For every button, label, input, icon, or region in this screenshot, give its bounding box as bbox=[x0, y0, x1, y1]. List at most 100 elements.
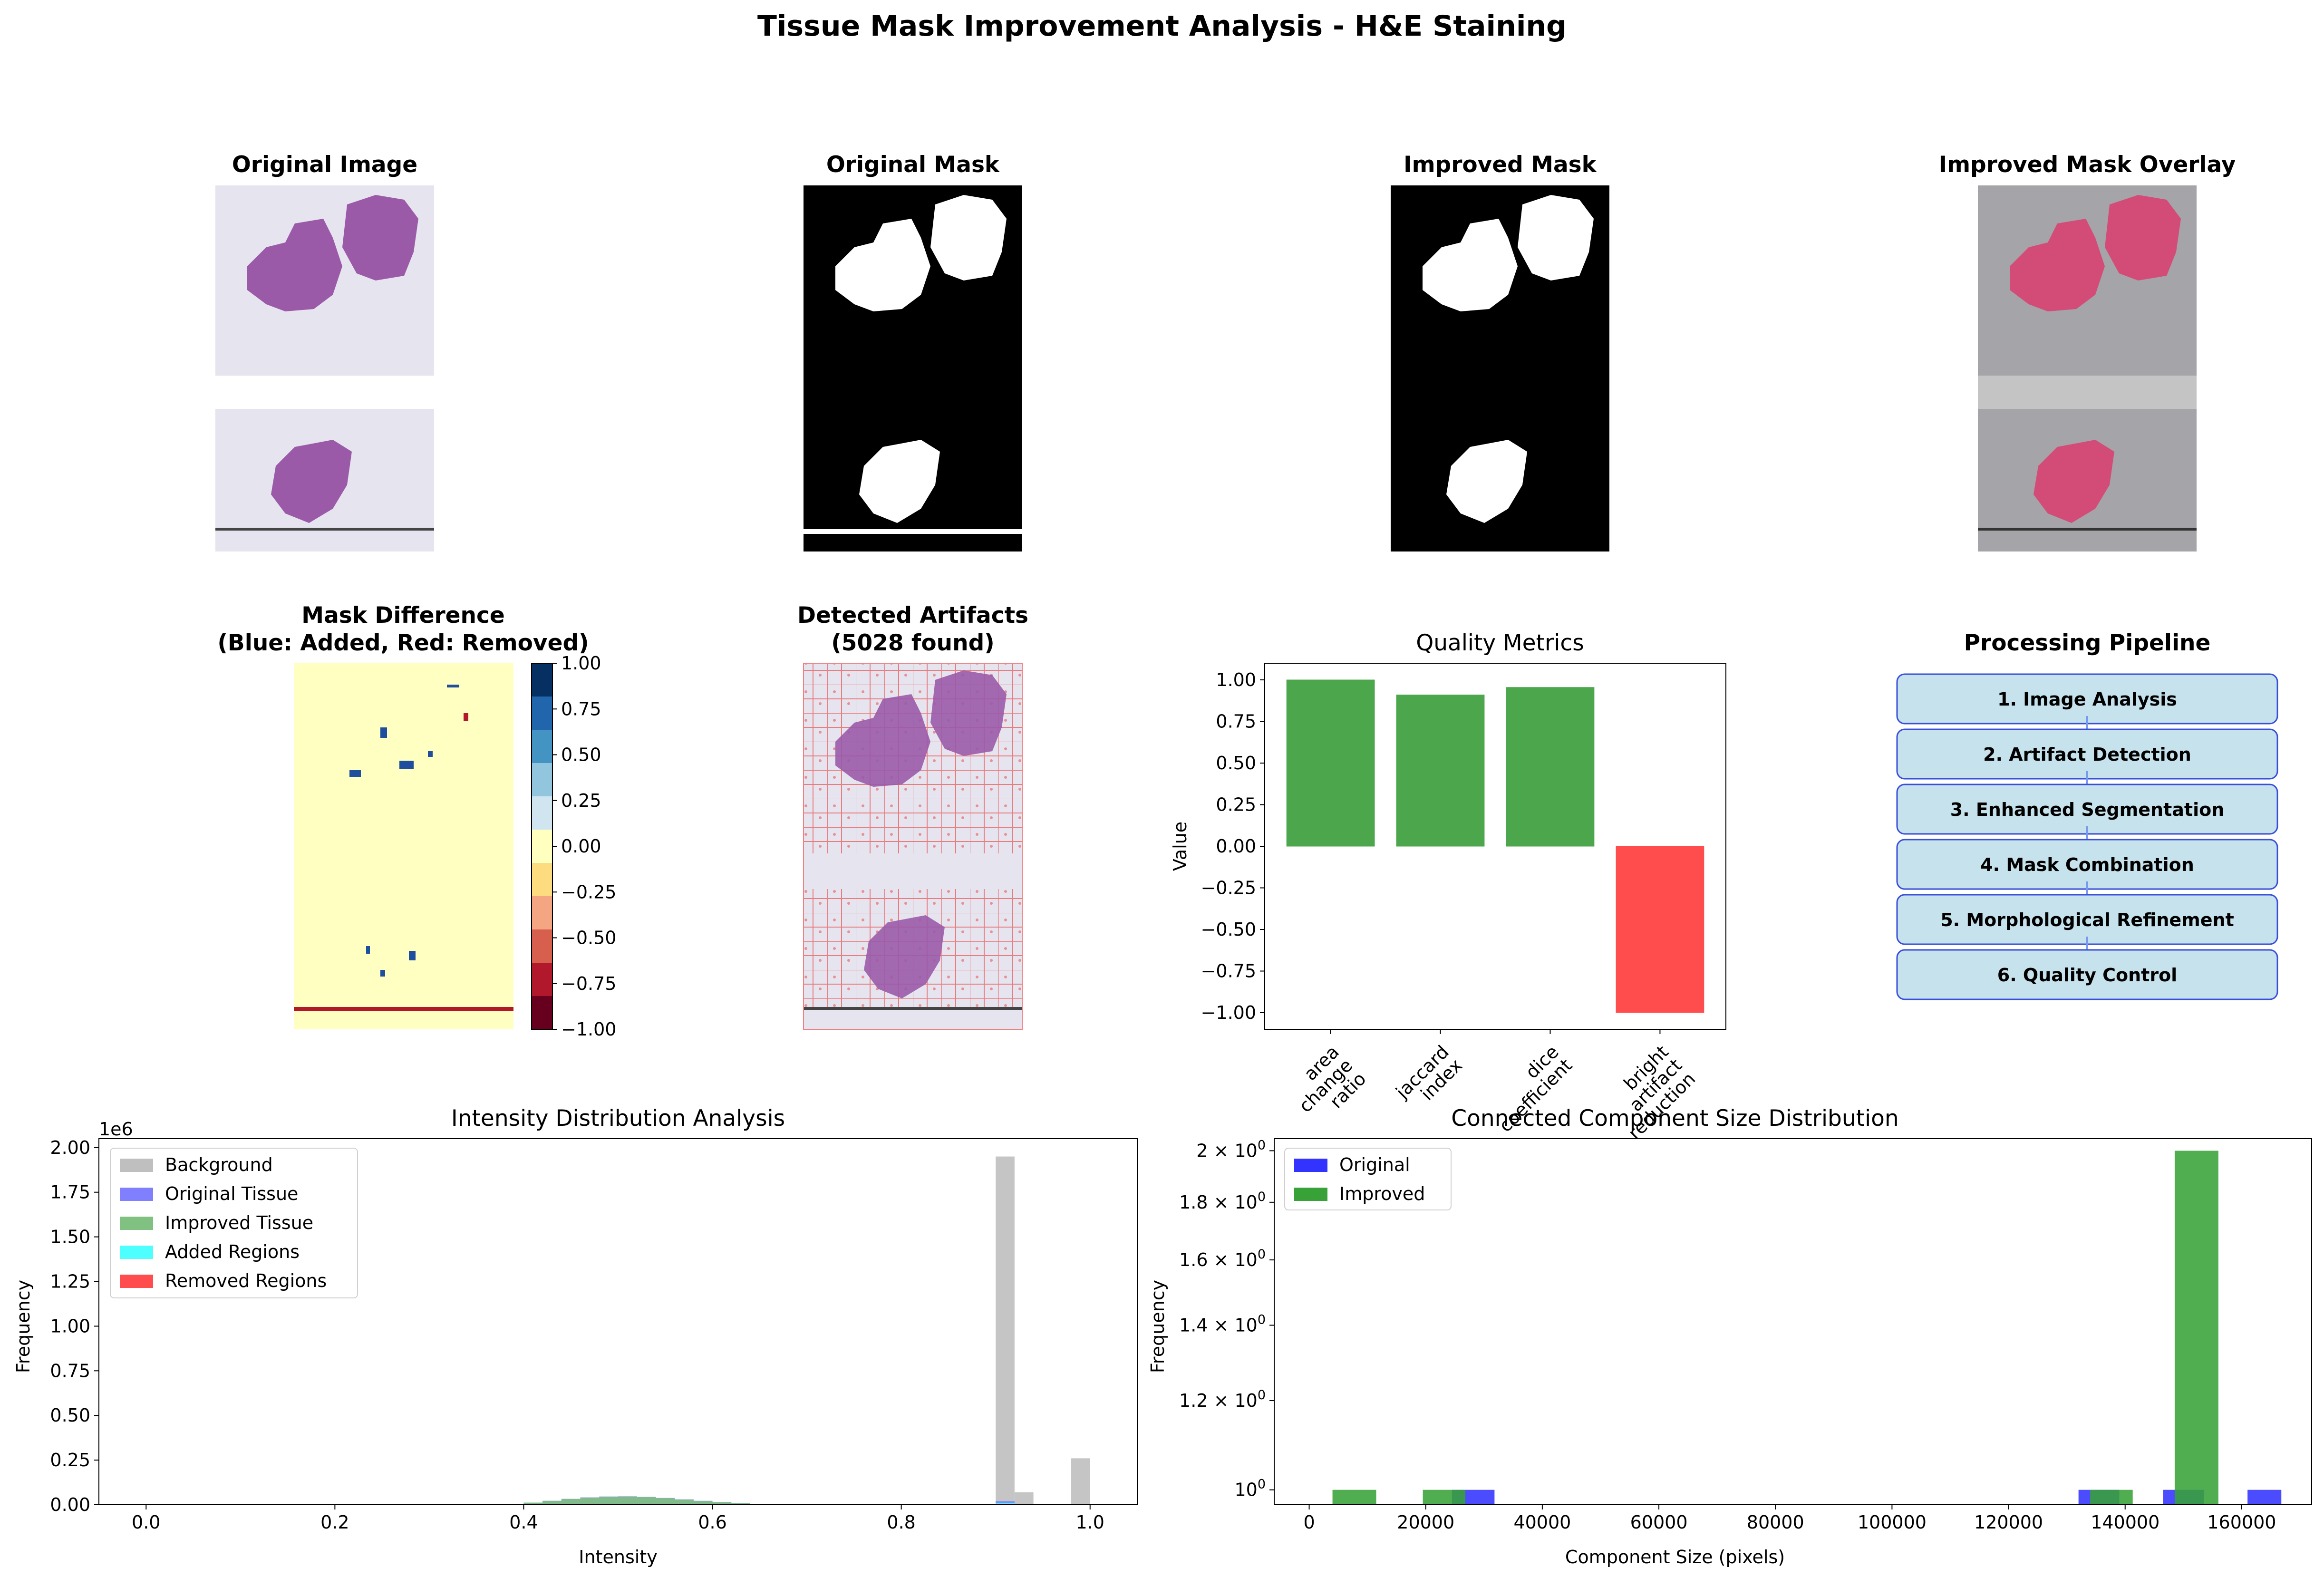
intensity-y-tick-label: 0.00 bbox=[50, 1494, 90, 1515]
intensity-y-tick-label: 1.75 bbox=[50, 1182, 90, 1203]
mask-bottom bbox=[859, 440, 940, 523]
overlay-panel: Improved Mask Overlay bbox=[1939, 152, 2236, 551]
pipeline-title: Processing Pipeline bbox=[1964, 630, 2211, 656]
histogram-bar bbox=[580, 1497, 600, 1505]
original-image-title: Original Image bbox=[232, 152, 417, 178]
component-y-tick-base: 2 × 10 bbox=[1196, 1140, 1258, 1161]
colorbar-tick-label: −0.25 bbox=[561, 881, 616, 902]
qm-x-tick-label: areachangeratio bbox=[1281, 1041, 1370, 1130]
quality-metrics-ylabel: Value bbox=[1170, 822, 1191, 871]
qm-bar bbox=[1616, 846, 1704, 1013]
component-bar bbox=[1423, 1490, 1466, 1505]
overlay-tissue-bottom bbox=[2034, 440, 2114, 523]
qm-bar bbox=[1506, 687, 1595, 847]
pipeline-step-label: 3. Enhanced Segmentation bbox=[1950, 799, 2225, 820]
mask-right bbox=[930, 195, 1007, 281]
artifact-tissue-left bbox=[835, 694, 930, 787]
qm-y-tick-label: 0.75 bbox=[1216, 711, 1256, 732]
component-y-tick-exponent: 0 bbox=[1258, 1190, 1266, 1204]
artifact-frame bbox=[803, 663, 1023, 1030]
component-bar bbox=[2174, 1151, 2218, 1505]
qm-y-tick-label: 0.00 bbox=[1216, 836, 1256, 857]
artifacts-panel: Detected Artifacts (5028 found) bbox=[797, 602, 1028, 1030]
histogram-bar bbox=[618, 1496, 637, 1505]
intensity-xlabel: Intensity bbox=[579, 1547, 657, 1567]
legend-label: Added Regions bbox=[165, 1241, 300, 1262]
intensity-y-tick-label: 1.00 bbox=[50, 1316, 90, 1336]
slide-gap bbox=[215, 376, 434, 409]
legend-label: Background bbox=[165, 1154, 273, 1175]
component-y-tick-label: 100 bbox=[1234, 1477, 1266, 1500]
component-y-tick-label: 1.4 × 100 bbox=[1179, 1312, 1266, 1335]
intensity-offset-label: 1e6 bbox=[99, 1119, 133, 1140]
mask-difference-panel: Mask Difference (Blue: Added, Red: Remov… bbox=[217, 602, 616, 1040]
colorbar-segment bbox=[532, 796, 552, 830]
overlay-edge-line bbox=[1978, 528, 2197, 531]
quality-metrics-title: Quality Metrics bbox=[1416, 630, 1584, 656]
component-chart: Connected Component Size Distribution Co… bbox=[1147, 1105, 2312, 1567]
pipeline-panel: Processing Pipeline 1. Image Analysis 2. … bbox=[1896, 630, 2278, 1000]
component-xlabel: Component Size (pixels) bbox=[1565, 1547, 1785, 1567]
colorbar-segment bbox=[532, 830, 552, 863]
colorbar-tick-label: 0.50 bbox=[561, 745, 601, 765]
colorbar-segment bbox=[532, 929, 552, 963]
legend-swatch bbox=[120, 1275, 153, 1288]
colorbar-segment bbox=[532, 730, 552, 764]
component-bar bbox=[2090, 1490, 2133, 1505]
component-x-tick-label: 40000 bbox=[1513, 1512, 1571, 1533]
intensity-y-tick-label: 0.75 bbox=[50, 1360, 90, 1381]
component-x-tick-label: 0 bbox=[1303, 1512, 1315, 1533]
legend-swatch bbox=[120, 1246, 153, 1259]
intensity-axes-frame bbox=[98, 1138, 1138, 1505]
intensity-x-tick-label: 0.0 bbox=[132, 1512, 160, 1533]
intensity-x-tick-label: 1.0 bbox=[1076, 1512, 1104, 1533]
colorbar-tick-label: 1.00 bbox=[561, 653, 601, 674]
colorbar-tick-label: −0.50 bbox=[561, 928, 616, 948]
legend-label: Original bbox=[1339, 1154, 1410, 1175]
component-y-tick-label: 1.6 × 100 bbox=[1179, 1247, 1266, 1270]
component-x-tick-label: 20000 bbox=[1397, 1512, 1454, 1533]
artifact-tissue-right bbox=[930, 670, 1007, 756]
qm-y-tick-label: −0.50 bbox=[1201, 919, 1256, 940]
legend-label: Original Tissue bbox=[165, 1183, 298, 1204]
histogram-bar bbox=[542, 1500, 562, 1505]
colorbar-tick-label: 0.25 bbox=[561, 790, 601, 811]
intensity-chart: Intensity Distribution Analysis Intensit… bbox=[13, 1105, 1138, 1567]
improved-mask-title: Improved Mask bbox=[1404, 152, 1598, 178]
intensity-y-tick-label: 1.25 bbox=[50, 1271, 90, 1292]
intensity-y-tick-label: 2.00 bbox=[50, 1137, 90, 1158]
figure-title: Tissue Mask Improvement Analysis - H&E S… bbox=[757, 10, 1567, 43]
component-y-tick-exponent: 0 bbox=[1258, 1477, 1266, 1492]
legend-label: Improved bbox=[1339, 1183, 1425, 1204]
original-image-panel: Original Image bbox=[215, 152, 434, 551]
removed-region bbox=[464, 713, 468, 721]
artifacts-title-2: (5028 found) bbox=[831, 630, 994, 656]
component-title: Connected Component Size Distribution bbox=[1451, 1105, 1898, 1132]
improved-mask-left bbox=[1423, 219, 1518, 311]
mask-difference-title-2: (Blue: Added, Red: Removed) bbox=[217, 630, 589, 656]
histogram-bar bbox=[996, 1503, 1015, 1505]
qm-y-tick-label: −1.00 bbox=[1201, 1002, 1256, 1023]
legend-label: Removed Regions bbox=[165, 1270, 327, 1291]
histogram-bar bbox=[1071, 1458, 1090, 1505]
overlay-tissue-right bbox=[2105, 195, 2181, 281]
slide-edge-line bbox=[215, 528, 434, 531]
component-y-tick-label: 1.8 × 100 bbox=[1179, 1190, 1266, 1213]
mask-edge-line bbox=[804, 529, 1022, 534]
histogram-bar bbox=[1014, 1492, 1034, 1505]
component-ylabel: Frequency bbox=[1147, 1280, 1168, 1373]
component-x-tick-label: 140000 bbox=[2091, 1512, 2159, 1533]
component-y-tick-base: 1.4 × 10 bbox=[1179, 1315, 1258, 1335]
qm-y-tick-label: 0.50 bbox=[1216, 753, 1256, 774]
component-x-tick-label: 80000 bbox=[1747, 1512, 1804, 1533]
component-y-tick-base: 10 bbox=[1234, 1480, 1257, 1500]
legend-swatch bbox=[120, 1217, 153, 1230]
histogram-bar bbox=[637, 1497, 656, 1505]
intensity-y-tick-label: 1.50 bbox=[50, 1227, 90, 1248]
tissue-left bbox=[247, 219, 342, 311]
intensity-x-tick-label: 0.2 bbox=[320, 1512, 349, 1533]
histogram-bar bbox=[996, 1156, 1015, 1505]
component-x-tick-label: 160000 bbox=[2207, 1512, 2276, 1533]
component-y-tick-exponent: 0 bbox=[1258, 1138, 1266, 1152]
